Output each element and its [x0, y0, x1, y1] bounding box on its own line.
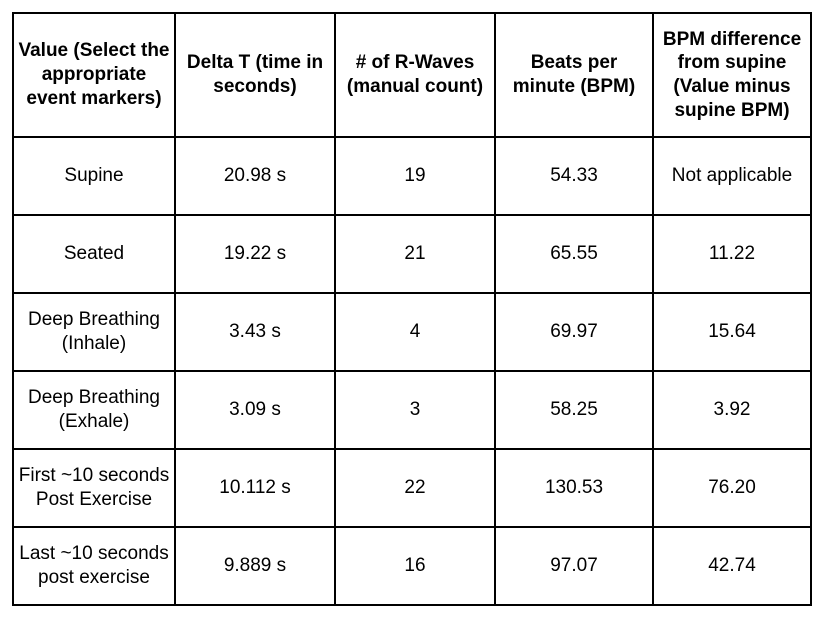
cell-bpm: 130.53: [495, 449, 653, 527]
table-row: Seated 19.22 s 21 65.55 11.22: [13, 215, 811, 293]
table-row: Last ~10 seconds post exercise 9.889 s 1…: [13, 527, 811, 605]
cell-bpm-diff: 42.74: [653, 527, 811, 605]
cell-value: Seated: [13, 215, 175, 293]
bpm-data-table: Value (Select the appropriate event mark…: [12, 12, 812, 606]
cell-r-waves: 4: [335, 293, 495, 371]
cell-r-waves: 16: [335, 527, 495, 605]
table-row: Deep Breathing (Inhale) 3.43 s 4 69.97 1…: [13, 293, 811, 371]
cell-r-waves: 22: [335, 449, 495, 527]
cell-bpm: 54.33: [495, 137, 653, 215]
cell-r-waves: 21: [335, 215, 495, 293]
cell-r-waves: 3: [335, 371, 495, 449]
cell-delta-t: 3.09 s: [175, 371, 335, 449]
col-header-r-waves: # of R-Waves (manual count): [335, 13, 495, 137]
cell-bpm-diff: 3.92: [653, 371, 811, 449]
cell-delta-t: 19.22 s: [175, 215, 335, 293]
cell-bpm-diff: 76.20: [653, 449, 811, 527]
table-row: Supine 20.98 s 19 54.33 Not applicable: [13, 137, 811, 215]
cell-value: Last ~10 seconds post exercise: [13, 527, 175, 605]
cell-value: Deep Breathing (Inhale): [13, 293, 175, 371]
cell-r-waves: 19: [335, 137, 495, 215]
table-row: First ~10 seconds Post Exercise 10.112 s…: [13, 449, 811, 527]
table-row: Deep Breathing (Exhale) 3.09 s 3 58.25 3…: [13, 371, 811, 449]
col-header-value: Value (Select the appropriate event mark…: [13, 13, 175, 137]
cell-delta-t: 9.889 s: [175, 527, 335, 605]
cell-delta-t: 20.98 s: [175, 137, 335, 215]
col-header-delta-t: Delta T (time in seconds): [175, 13, 335, 137]
cell-bpm-diff: 11.22: [653, 215, 811, 293]
cell-value: Supine: [13, 137, 175, 215]
cell-delta-t: 10.112 s: [175, 449, 335, 527]
cell-delta-t: 3.43 s: [175, 293, 335, 371]
cell-bpm: 97.07: [495, 527, 653, 605]
cell-value: First ~10 seconds Post Exercise: [13, 449, 175, 527]
cell-value: Deep Breathing (Exhale): [13, 371, 175, 449]
cell-bpm-diff: Not applicable: [653, 137, 811, 215]
cell-bpm: 58.25: [495, 371, 653, 449]
cell-bpm: 65.55: [495, 215, 653, 293]
col-header-bpm: Beats per minute (BPM): [495, 13, 653, 137]
cell-bpm-diff: 15.64: [653, 293, 811, 371]
table-header-row: Value (Select the appropriate event mark…: [13, 13, 811, 137]
cell-bpm: 69.97: [495, 293, 653, 371]
col-header-bpm-diff: BPM difference from supine (Value minus …: [653, 13, 811, 137]
